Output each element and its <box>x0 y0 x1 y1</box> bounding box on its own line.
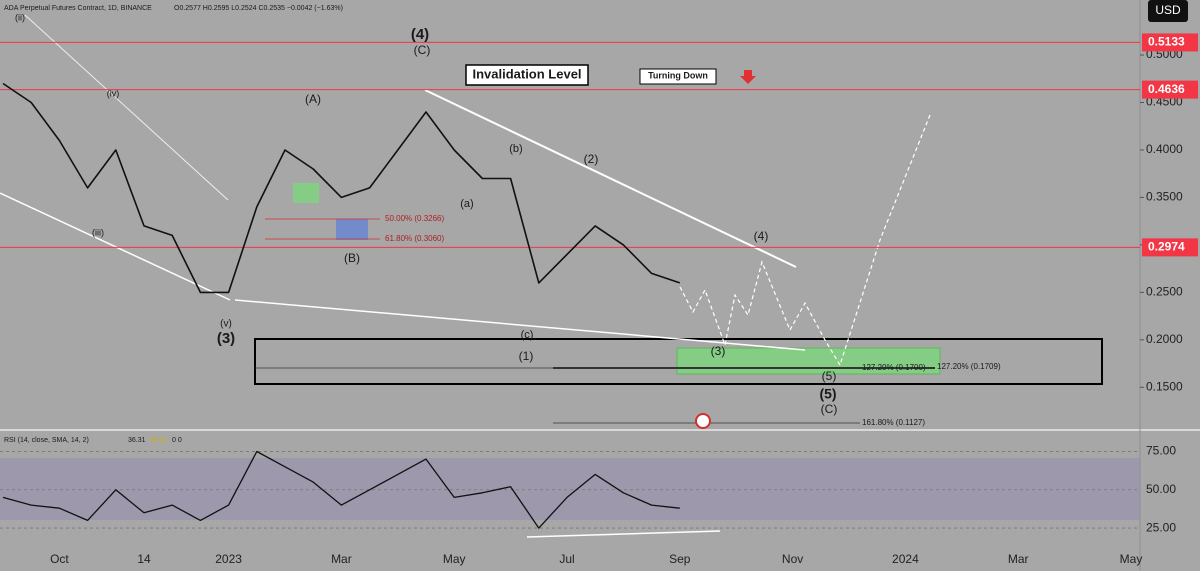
level-label: 0.2974 <box>1148 240 1185 254</box>
annotation: (C) <box>821 402 838 416</box>
series-line <box>2 450 680 529</box>
annotation: (A) <box>305 92 321 106</box>
x-tick-label: May <box>1120 552 1143 566</box>
x-tick-label: Oct <box>50 552 69 566</box>
annotation: (C) <box>414 43 431 57</box>
annotation: 61.80% (0.3060) <box>385 234 444 243</box>
annotation: (3) <box>711 344 726 358</box>
x-tick-label: May <box>443 552 466 566</box>
level-badge <box>1142 80 1198 99</box>
ohlc: O0.2577 H0.2595 L0.2524 C0.2535 −0.0042 … <box>174 5 343 12</box>
annotation: Turning Down <box>648 70 708 80</box>
projection <box>679 114 931 367</box>
annotation: (1) <box>519 349 534 363</box>
x-tick-label: Mar <box>1008 552 1029 566</box>
trend-line <box>234 299 806 351</box>
annotation: (c) <box>521 329 534 341</box>
annotation: 161.80% (0.1127) <box>862 418 925 427</box>
x-tick-label: Sep <box>669 552 691 566</box>
annotation: 50.00% (0.3266) <box>385 214 444 223</box>
level-badge <box>1142 238 1198 257</box>
annotation: (iv) <box>107 88 120 98</box>
annotation: 127.20% (0.1709) <box>937 362 1001 371</box>
annotation: 127.20% (0.1700) <box>862 363 926 372</box>
annotation: (B) <box>344 251 360 265</box>
annotation-box <box>465 64 589 86</box>
level-label: 0.4636 <box>1148 82 1185 96</box>
rsi-readout-ma: 39.11 <box>150 437 167 444</box>
trend-line <box>0 192 231 301</box>
annotation: (3) <box>217 330 235 347</box>
annotation: (4) <box>754 229 769 243</box>
x-tick-label: 2024 <box>892 552 919 566</box>
x-tick-label: 14 <box>137 552 151 566</box>
symbol: ADA Perpetual Futures Contract, 1D, BINA… <box>4 5 152 12</box>
rsi-title: RSI (14, close, SMA, 14, 2) <box>4 437 89 444</box>
rsi-readout: 36.31 <box>128 437 146 444</box>
annotation: Invalidation Level <box>472 66 581 81</box>
y-tick-label: 50.00 <box>1146 482 1176 496</box>
y-tick-label: 0.3500 <box>1146 190 1183 204</box>
y-tick-label: 0.1500 <box>1146 379 1183 393</box>
annotation-box <box>639 68 717 85</box>
x-tick-label: Nov <box>782 552 803 566</box>
annotation: (iii) <box>92 227 104 237</box>
y-tick-label: 0.2000 <box>1146 332 1183 346</box>
annotation: (2) <box>584 152 599 166</box>
y-tick-label: 75.00 <box>1146 444 1176 458</box>
series-line <box>2 82 681 294</box>
trend-line <box>24 14 229 201</box>
zone <box>293 183 319 203</box>
currency: USD <box>1155 3 1181 17</box>
annotation: (a) <box>460 198 473 210</box>
annotation: (b) <box>509 143 522 155</box>
zone <box>336 219 368 240</box>
annotation: (5) <box>819 386 836 402</box>
y-tick-label: 25.00 <box>1146 520 1176 534</box>
currency-box <box>1148 0 1188 22</box>
trend-line <box>424 89 797 268</box>
rsi-band <box>0 458 1140 520</box>
y-tick-label: 0.2500 <box>1146 285 1183 299</box>
annotation: (5) <box>822 369 837 383</box>
target-zone <box>676 347 941 375</box>
x-tick-label: Mar <box>331 552 352 566</box>
x-tick-label: 2023 <box>215 552 242 566</box>
annotation: (ii) <box>15 12 25 22</box>
x-tick-label: Jul <box>559 552 574 566</box>
level-label: 0.5133 <box>1148 35 1185 49</box>
y-tick-label: 0.4000 <box>1146 142 1183 156</box>
rsi-trend <box>526 530 721 538</box>
annotation: (v) <box>220 319 232 330</box>
rsi-readout-tail: 0 0 <box>172 437 182 444</box>
event-icon <box>695 413 711 429</box>
level-badge <box>1142 33 1198 52</box>
arrow-down <box>740 70 756 84</box>
annotation: (4) <box>411 26 429 43</box>
